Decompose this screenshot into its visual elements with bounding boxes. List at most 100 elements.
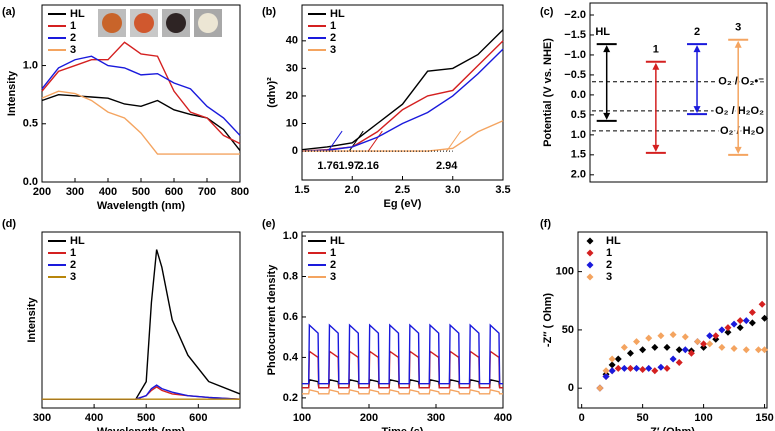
y-axis-title: -Z″ ( Ohm) (542, 293, 554, 347)
x-tick-label: 600 (189, 412, 207, 424)
x-axis-title: Wavelength (nm) (97, 426, 186, 431)
reference-label: O₂ / H₂O₂ (715, 105, 764, 117)
point (730, 345, 738, 353)
point (639, 366, 647, 374)
arrow-head (693, 106, 701, 114)
x-tick-label: 1.5 (294, 184, 309, 196)
x-tick-label: 700 (198, 186, 216, 198)
x-tick-label: 2.5 (395, 184, 410, 196)
y-tick-label: −0.5 (564, 69, 586, 81)
y-tick-label: −2.0 (564, 9, 586, 21)
series-line (302, 388, 503, 395)
legend-label: HL (606, 235, 621, 247)
point (657, 332, 665, 340)
panel-label: (c) (540, 6, 554, 18)
point (742, 317, 750, 325)
point (620, 364, 628, 372)
x-tick-label: 50 (637, 412, 649, 424)
legend-symbol (586, 237, 594, 245)
x-tick-label: 800 (231, 186, 249, 198)
panel-label: (d) (2, 218, 16, 230)
series-line (301, 29, 504, 151)
point (681, 346, 689, 354)
photo-sample (102, 13, 122, 33)
arrow-head (734, 40, 742, 48)
x-tick-label: 300 (33, 412, 51, 424)
legend-label: 1 (70, 20, 76, 32)
legend-label: 3 (70, 271, 76, 283)
legend-symbol (586, 261, 594, 269)
x-axis-title: Wavelength (nm) (97, 200, 186, 212)
x-tick-label: 3.5 (495, 184, 510, 196)
y-tick-label: 0.5 (571, 109, 586, 121)
tangent-line (348, 130, 364, 152)
point (742, 346, 750, 354)
series-line (41, 90, 240, 155)
point (626, 364, 634, 372)
level-name: HL (595, 26, 610, 38)
arrow-head (603, 45, 611, 53)
legend-label: 2 (330, 259, 336, 271)
y-tick-label: 2.0 (571, 169, 586, 181)
point (718, 326, 726, 334)
y-axis-title: Photocurrent density (266, 264, 278, 376)
point (700, 340, 708, 348)
y-tick-label: 50 (562, 324, 574, 336)
legend-label: 1 (330, 247, 336, 259)
x-axis-title: Time (s) (382, 426, 424, 431)
y-tick-label: 0.2 (283, 392, 298, 404)
y-tick-label: 20 (286, 90, 298, 102)
panel-label: (a) (2, 6, 16, 18)
reference-label: O₂ / O₂•⁻ (718, 76, 764, 88)
point (633, 338, 641, 346)
point (706, 332, 714, 340)
x-tick-label: 200 (33, 186, 51, 198)
series-line (302, 350, 503, 389)
y-axis-title: Potential (V vs. NHE) (542, 38, 554, 147)
photo-sample (198, 13, 218, 33)
point (706, 340, 714, 348)
legend-label: HL (330, 8, 345, 20)
legend-label: 1 (606, 247, 612, 259)
legend-label: 3 (330, 44, 336, 56)
x-tick-label: 100 (694, 412, 712, 424)
y-tick-label: −1.5 (564, 29, 586, 41)
arrow-head (734, 146, 742, 154)
point (681, 333, 689, 341)
point (675, 359, 683, 367)
y-tick-label: 0 (568, 382, 574, 394)
plot-frame (589, 2, 768, 183)
point (657, 363, 665, 371)
point (761, 346, 769, 354)
point (663, 343, 671, 351)
x-tick-label: 200 (360, 412, 378, 424)
point (651, 343, 659, 351)
point (736, 324, 744, 332)
point (675, 346, 683, 354)
point (651, 367, 659, 375)
tangent-line (327, 130, 343, 152)
x-tick-label: 2.0 (345, 184, 360, 196)
point (663, 364, 671, 372)
legend-symbol (586, 249, 594, 257)
level-name: 2 (694, 26, 700, 38)
x-tick-label: 3.0 (445, 184, 460, 196)
level-name: 1 (653, 44, 659, 56)
reference-label: O₂ / H₂O (720, 125, 764, 137)
point (633, 364, 641, 372)
x-tick-label: 400 (99, 186, 117, 198)
tangent-line (367, 130, 383, 152)
y-tick-label: 1.0 (571, 129, 586, 141)
legend-label: 1 (70, 247, 76, 259)
point (712, 332, 720, 340)
series-line (42, 384, 241, 400)
x-tick-label: 300 (427, 412, 445, 424)
plot-frame (41, 231, 241, 409)
point (614, 364, 622, 372)
x-tick-label: 100 (293, 412, 311, 424)
legend-label: 1 (330, 20, 336, 32)
y-tick-label: 0.6 (283, 311, 298, 323)
y-tick-label: 10 (286, 117, 298, 129)
arrow-head (603, 112, 611, 120)
point (608, 355, 616, 363)
